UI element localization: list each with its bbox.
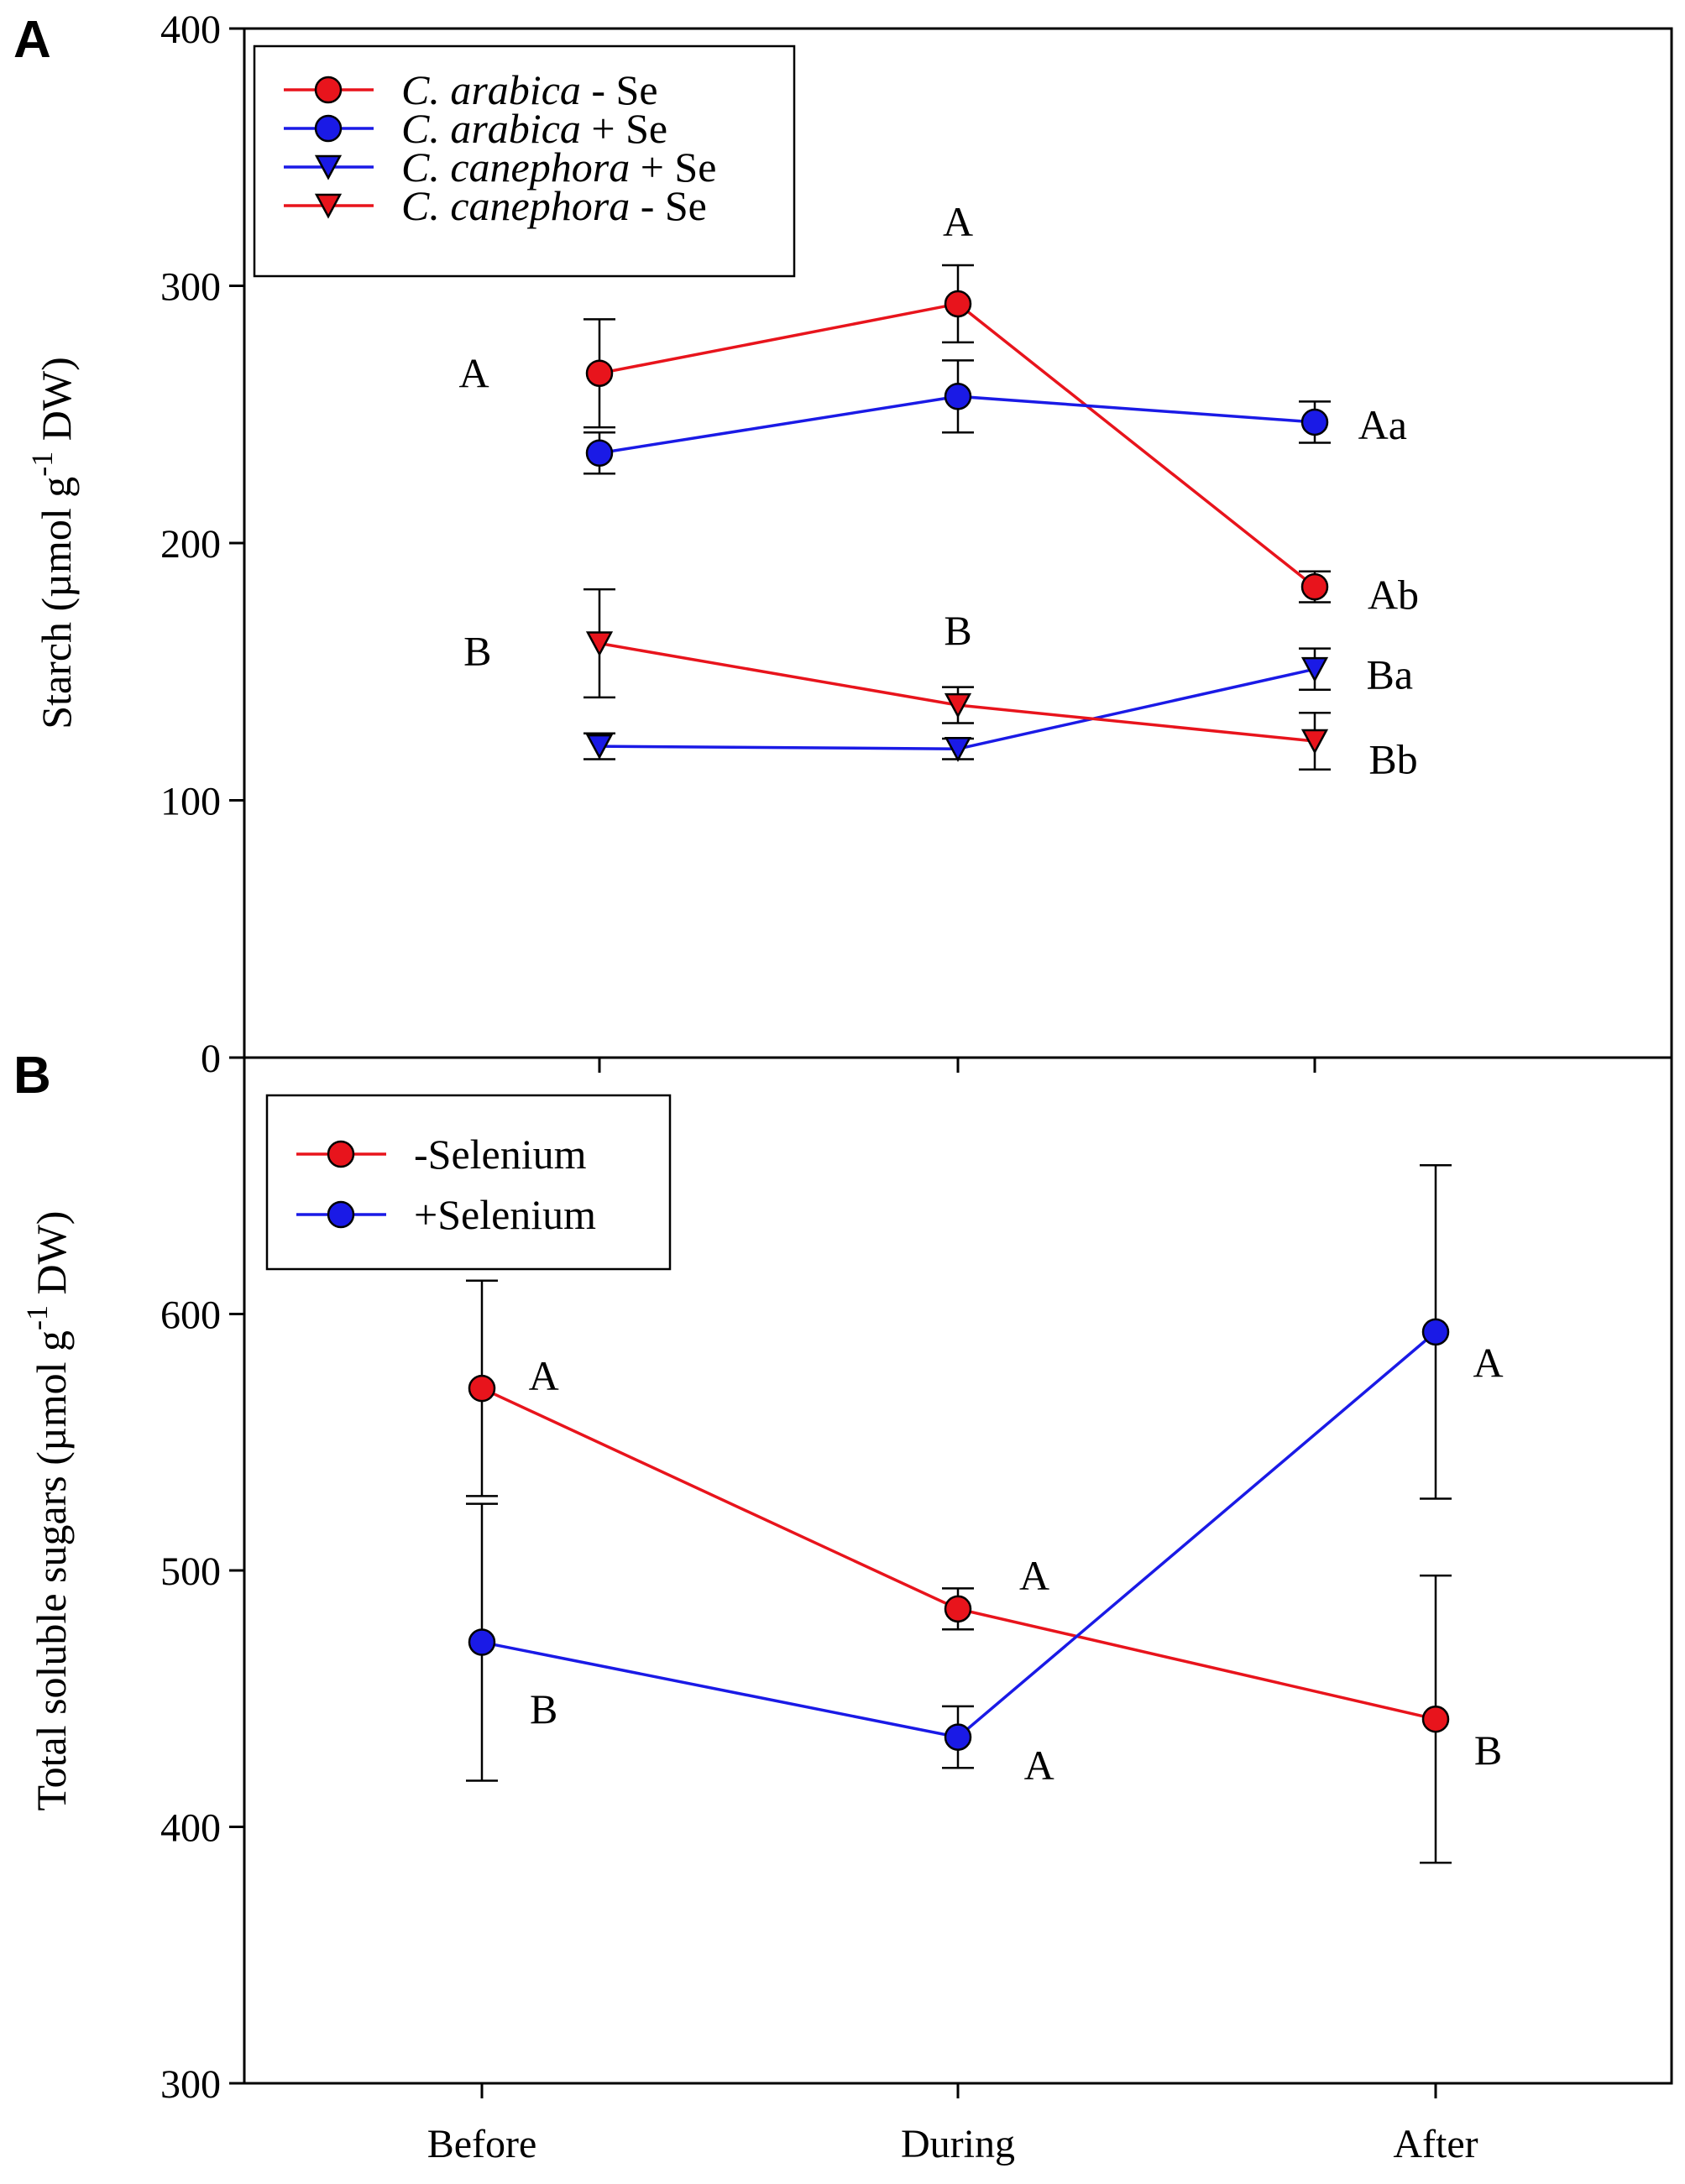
b-y-tick-label-2: 500 [160,1549,221,1594]
panel-a-x-ticks [598,1058,1316,1073]
b-legend-label-0: -Selenium [414,1131,587,1178]
a-series-0-point-0 [585,359,614,387]
a-legend-marker-1 [314,114,343,143]
a-legend-label-1: C. arabica + Se [401,105,667,152]
a-legend-label-1-italic: C. arabica [401,105,581,152]
b-series-1-point-0 [468,1628,496,1656]
panel-b-legend-box [265,1094,672,1271]
panel-a-y-axis-title: Starch (µmol g-1 DW) [25,357,80,729]
panel-b-y-axis-title-superscript: -1 [20,1305,54,1330]
a-legend-marker-3 [314,193,343,219]
a-series-0-point-1 [944,290,972,318]
a-series-2-point-1 [944,736,972,762]
a-series-0-line [599,302,1316,588]
a-series-1-point-0 [585,439,614,467]
a-series-1-point-2 [1300,408,1329,436]
panel-a-annotations: A B A B Aa Ab Ba Bb [458,198,1419,783]
a-series-1-point-1 [944,383,972,410]
b-x-tick-label-1: During [901,2122,1015,2166]
a-y-tick-label-3: 300 [160,265,221,310]
panel-b-legend: -Selenium +Selenium [265,1094,672,1271]
a-y-tick-label-1: 100 [160,780,221,824]
a-y-tick-label-2: 200 [160,522,221,567]
panel-b-y-axis: 300 400 500 600 [160,1293,244,2107]
a-legend-label-0-italic: C. arabica [401,66,581,113]
b-legend-label-1: +Selenium [414,1191,596,1238]
a-legend-label-2-italic: C. canephora [401,144,630,191]
a-annotation-4: Aa [1358,401,1407,448]
a-annotation-2: A [943,198,973,245]
b-annotation-2: A [1019,1552,1049,1599]
a-annotation-7: Bb [1368,735,1417,782]
panel-a-legend-box [253,44,796,278]
panel-a-label: A [13,11,51,69]
panel-b-label: B [13,1047,51,1105]
b-legend-marker-1 [327,1200,355,1229]
a-legend-label-2-suffix: + Se [630,144,716,191]
a-legend-label-0: C. arabica - Se [401,66,658,113]
b-series-1-line [481,1330,1437,1739]
panel-a-y-axis-title-tail: DW) [33,357,80,451]
panel-b-y-axis-title-main: Total soluble sugars (µmol g [28,1330,75,1810]
panel-a-y-axis: 0 100 200 300 400 [160,8,244,1081]
a-series-3-point-1 [944,692,972,718]
b-series-1-point-2 [1421,1318,1450,1346]
a-legend-label-0-suffix: - Se [581,66,658,113]
b-legend-marker-0 [327,1140,355,1168]
panel-a-legend: C. arabica - SeC. arabica + SeC. canepho… [253,44,796,278]
panel-a-series [583,264,1331,771]
a-series-0-point-2 [1300,572,1329,601]
panel-a-y-axis-title-main: Starch (µmol g [33,477,80,729]
panel-b-y-axis-title-tail: DW) [28,1211,75,1305]
a-legend-marker-0 [314,76,343,104]
b-annotation-1: B [530,1685,557,1732]
panel-b-y-axis-title: Total soluble sugars (µmol g-1 DW) [20,1211,75,1811]
a-legend-label-3-italic: C. canephora [401,182,630,229]
a-y-tick-label-4: 400 [160,8,221,52]
a-annotation-1: B [463,628,491,675]
panel-a-y-axis-title-superscript: -1 [25,452,59,477]
b-annotation-0: A [529,1352,559,1399]
b-annotation-3: A [1024,1742,1054,1789]
a-annotation-6: Ba [1366,650,1413,698]
b-series-0-point-2 [1421,1705,1450,1733]
b-series-1-point-1 [944,1723,972,1751]
b-y-tick-label-0: 300 [160,2062,221,2107]
a-series-3-point-0 [585,631,614,657]
b-x-tick-label-0: Before [427,2122,537,2166]
a-series-2-point-0 [585,734,614,760]
b-y-tick-label-3: 600 [160,1293,221,1338]
a-legend-label-3-suffix: - Se [630,182,707,229]
b-series-0-point-1 [944,1595,972,1623]
a-annotation-0: A [458,350,489,397]
b-annotation-5: B [1474,1727,1502,1774]
a-legend-label-1-suffix: + Se [581,105,667,152]
panel-b-annotations: A B A A A B [529,1340,1504,1790]
panel-b-x-axis: Before During After [427,2083,1478,2166]
a-legend-label-2: C. canephora + Se [401,144,716,191]
b-x-tick-label-2: After [1393,2122,1478,2166]
panel-b-series [466,1164,1452,1864]
b-annotation-4: A [1473,1340,1504,1387]
a-legend-marker-2 [314,154,343,180]
a-annotation-3: B [944,607,971,654]
a-series-2-point-2 [1300,656,1329,682]
a-annotation-5: Ab [1368,571,1419,618]
b-series-0-point-0 [468,1374,496,1403]
b-y-tick-label-1: 400 [160,1806,221,1851]
a-legend-label-3: C. canephora - Se [401,182,707,229]
a-series-3-point-2 [1300,729,1329,755]
panel-b-sugars-chart: B 300 400 500 600 Before During After Total s… [13,1047,1673,2166]
a-y-tick-label-0: 0 [201,1037,221,1081]
